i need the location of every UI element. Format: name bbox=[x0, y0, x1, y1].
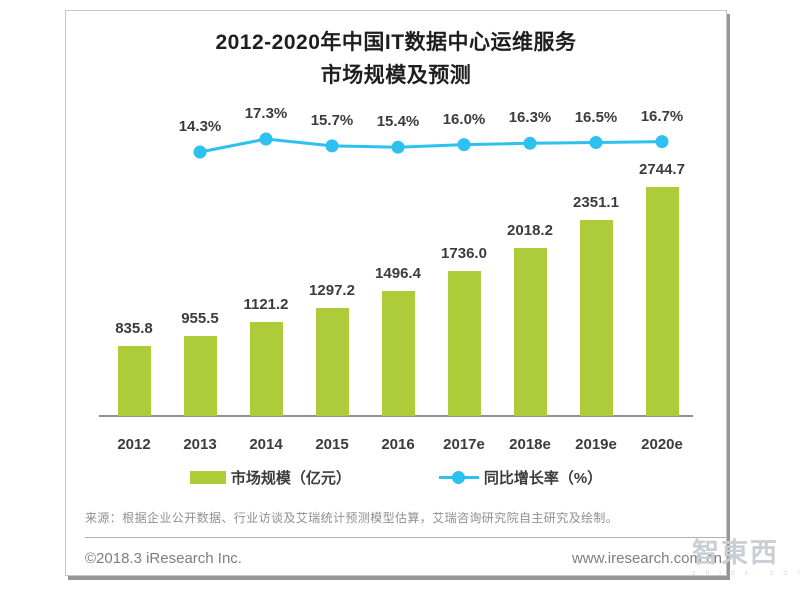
chart-title: 2012-2020年中国IT数据中心运维服务 市场规模及预测 bbox=[65, 26, 727, 92]
copyright-text: ©2018.3 iResearch Inc. bbox=[85, 550, 242, 567]
x-axis-label-2015: 2015 bbox=[315, 436, 349, 453]
x-axis-label-2019e: 2019e bbox=[575, 436, 617, 453]
footer-divider bbox=[85, 537, 726, 538]
growth-label-2014: 17.3% bbox=[244, 105, 288, 122]
growth-label-2015: 15.7% bbox=[310, 111, 354, 129]
x-axis-line bbox=[99, 415, 693, 417]
zhidx-watermark-subtext: z h i d x . c o m bbox=[692, 570, 800, 577]
x-axis-label-2020e: 2020e bbox=[641, 436, 683, 453]
bar-value-2012: 835.8 bbox=[115, 320, 153, 337]
x-axis-label-2018e: 2018e bbox=[509, 436, 551, 453]
bar-value-2020e: 2744.7 bbox=[639, 161, 685, 178]
chart-title-line1: 2012-2020年中国IT数据中心运维服务 bbox=[215, 31, 577, 54]
x-axis-label-2013: 2013 bbox=[183, 436, 217, 453]
x-axis-label-2016: 2016 bbox=[381, 436, 415, 453]
legend-item-market-size: 市场规模（亿元） bbox=[189, 467, 351, 488]
x-axis-label-2017e: 2017e bbox=[443, 436, 485, 453]
growth-label-2020e: 16.7% bbox=[640, 107, 684, 125]
bar-2015 bbox=[316, 308, 349, 416]
legend-label-market-size: 市场规模（亿元） bbox=[230, 469, 351, 487]
bar-2019e bbox=[580, 220, 613, 416]
legend-item-growth-rate: 同比增长率（%） bbox=[438, 467, 603, 488]
website-link[interactable]: www.iresearch.com.cn bbox=[571, 550, 722, 567]
bar-2020e bbox=[646, 187, 679, 416]
bar-series-swatch-icon bbox=[189, 470, 226, 484]
line-series-swatch-icon bbox=[438, 470, 479, 484]
bar-value-2015: 1297.2 bbox=[309, 282, 355, 299]
bar-value-2016: 1496.4 bbox=[375, 265, 421, 282]
bar-2012 bbox=[118, 346, 151, 416]
bar-value-2013: 955.5 bbox=[181, 310, 219, 327]
growth-label-2016: 15.4% bbox=[376, 113, 420, 131]
x-axis-label-2014: 2014 bbox=[249, 436, 283, 453]
source-note: 来源：根据企业公开数据、行业访谈及艾瑞统计预测模型估算，艾瑞咨询研究院自主研究及… bbox=[85, 511, 619, 525]
bar-value-2019e: 2351.1 bbox=[573, 194, 619, 211]
bar-2018e bbox=[514, 248, 547, 416]
bar-value-2014: 1121.2 bbox=[243, 296, 289, 313]
bar-2014 bbox=[250, 322, 283, 416]
x-axis-label-2012: 2012 bbox=[117, 436, 151, 453]
legend: 市场规模（亿元） 同比增长率（%） bbox=[65, 464, 727, 490]
growth-label-2017e: 16.0% bbox=[442, 110, 486, 128]
growth-label-2013: 14.3% bbox=[178, 118, 222, 135]
bar-2017e bbox=[448, 271, 481, 416]
bar-2013 bbox=[184, 336, 217, 416]
bar-2016 bbox=[382, 291, 415, 416]
growth-label-2018e: 16.3% bbox=[508, 109, 552, 127]
growth-label-2019e: 16.5% bbox=[574, 108, 618, 126]
bar-value-2017e: 1736.0 bbox=[441, 245, 487, 262]
chart-title-line2: 市场规模及预测 bbox=[320, 64, 472, 87]
legend-label-growth-rate: 同比增长率（%） bbox=[483, 469, 603, 487]
zhidx-watermark-text: 智東西 bbox=[692, 538, 779, 568]
zhidx-watermark-logo: 智東西 z h i d x . c o m bbox=[692, 537, 800, 578]
bar-value-2018e: 2018.2 bbox=[507, 222, 553, 239]
